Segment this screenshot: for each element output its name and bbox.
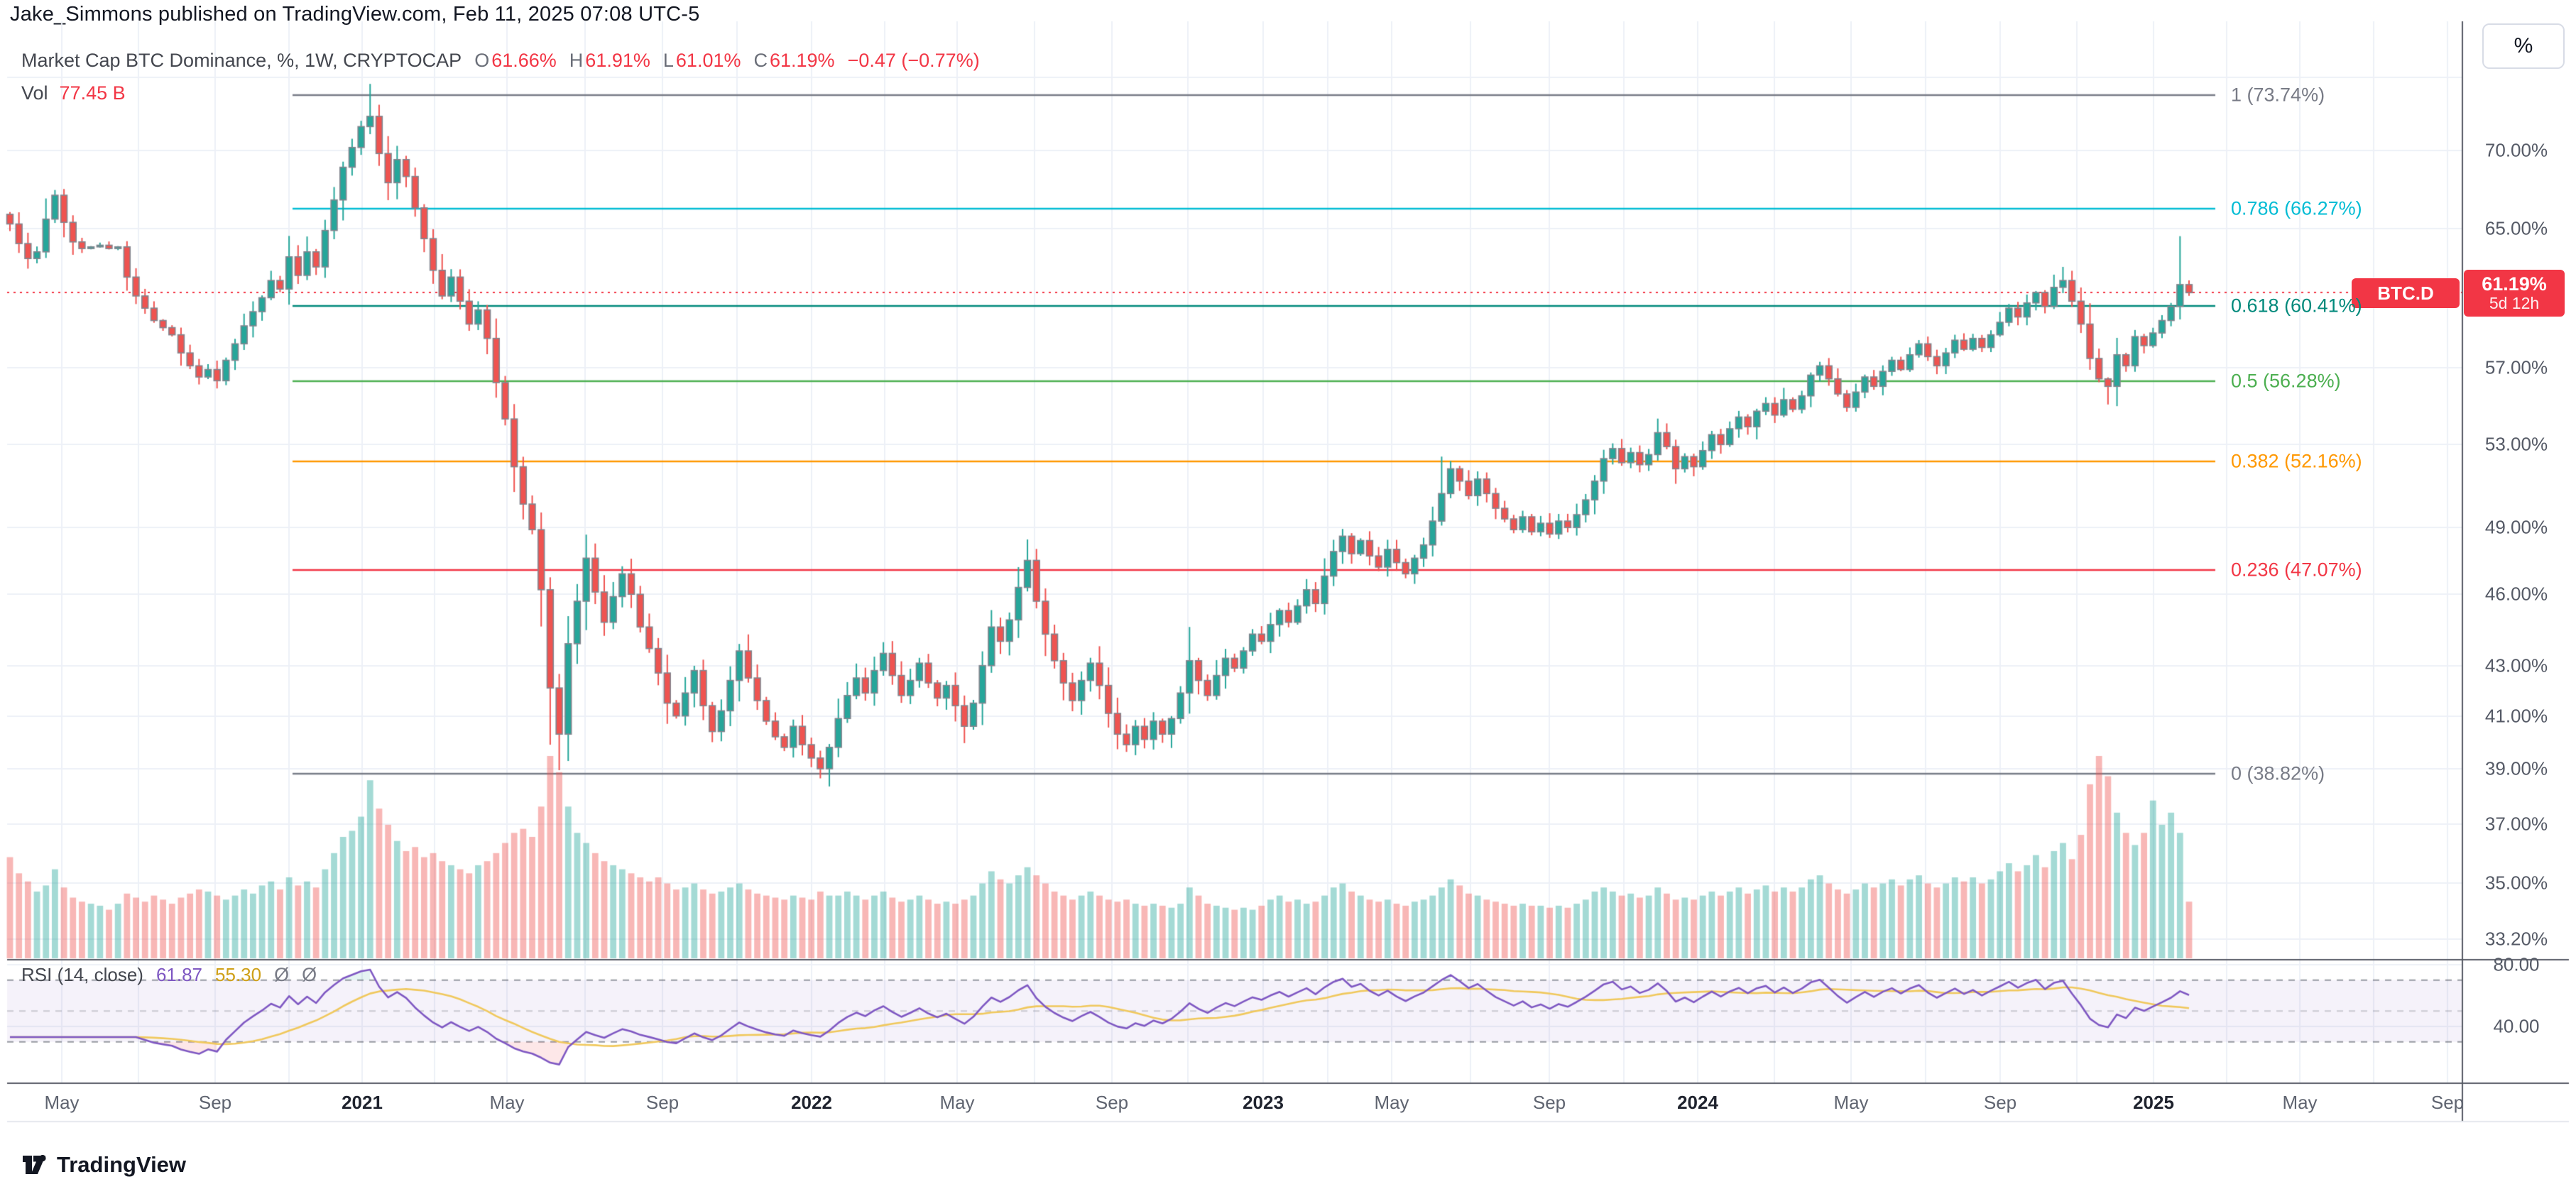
- price-tick-label: 49.00%: [2484, 516, 2548, 538]
- rsi-ma-value: 55.30: [215, 964, 262, 985]
- time-tick-label: 2023: [1243, 1092, 1284, 1113]
- time-tick-label: Sep: [2430, 1092, 2465, 1113]
- rsi-tick-label: 80.00: [2493, 953, 2540, 975]
- ohlc-high: H 61.91%: [569, 50, 650, 71]
- time-tick-label: May: [2282, 1092, 2318, 1113]
- bar-countdown: 5d 12h: [2489, 294, 2540, 313]
- time-tick-label: 2025: [2133, 1092, 2174, 1113]
- time-tick-label: May: [489, 1092, 525, 1113]
- time-tick-label: Sep: [1532, 1092, 1566, 1113]
- tradingview-logo[interactable]: TradingView: [21, 1151, 186, 1178]
- hidden-value-icon[interactable]: Ø: [274, 964, 290, 985]
- fib-level-label: 1 (73.74%): [2231, 84, 2325, 106]
- volume-legend: Vol 77.45 B: [21, 82, 126, 104]
- ohlc-low: L 61.01%: [662, 50, 741, 71]
- price-tick-label: 43.00%: [2484, 654, 2548, 676]
- fib-level-label: 0 (38.82%): [2231, 762, 2325, 784]
- price-line-symbol-flag: BTC.D: [2352, 278, 2460, 308]
- tradingview-logo-icon: [23, 1154, 46, 1174]
- time-tick-label: 2022: [791, 1092, 832, 1113]
- price-tick-label: 39.00%: [2484, 757, 2548, 779]
- price-tick-label: 35.00%: [2484, 872, 2548, 894]
- price-tick-label: 37.00%: [2484, 813, 2548, 835]
- hidden-value-icon[interactable]: Ø: [302, 964, 317, 985]
- volume-value: 77.45 B: [59, 82, 126, 104]
- series-legend: Market Cap BTC Dominance, %, 1W, CRYPTOC…: [21, 50, 980, 72]
- rsi-value: 61.87: [155, 964, 203, 985]
- rsi-legend: RSI (14, close) 61.87 55.30 Ø Ø: [21, 964, 317, 986]
- time-tick-label: May: [1833, 1092, 1869, 1113]
- rsi-tick-label: 40.00: [2493, 1015, 2540, 1037]
- time-tick-label: Sep: [198, 1092, 232, 1113]
- time-tick-label: May: [44, 1092, 80, 1113]
- fib-level-label: 0.786 (66.27%): [2231, 197, 2362, 219]
- time-tick-label: 2024: [1677, 1092, 1718, 1113]
- tradingview-logo-text: TradingView: [57, 1152, 187, 1177]
- fib-level-label: 0.382 (52.16%): [2231, 450, 2362, 472]
- price-tick-label: 33.20%: [2484, 928, 2548, 950]
- price-tick-label: 70.00%: [2484, 139, 2548, 161]
- price-tick-label: 53.00%: [2484, 433, 2548, 455]
- time-tick-label: Sep: [1983, 1092, 2017, 1113]
- ohlc-open: O 61.66%: [474, 50, 557, 71]
- rsi-title: RSI (14, close): [21, 964, 143, 985]
- price-tick-label: 65.00%: [2484, 217, 2548, 239]
- time-tick-label: May: [1374, 1092, 1409, 1113]
- time-tick-label: Sep: [645, 1092, 680, 1113]
- fib-level-label: 0.236 (47.07%): [2231, 559, 2362, 581]
- percent-scale-button[interactable]: %: [2482, 23, 2565, 69]
- price-tick-label: 41.00%: [2484, 705, 2548, 727]
- current-price-value: 61.19%: [2482, 273, 2547, 295]
- current-price-axis-label: 61.19% 5d 12h: [2464, 270, 2565, 317]
- price-tick-label: 46.00%: [2484, 583, 2548, 605]
- fib-level-label: 0.5 (56.28%): [2231, 370, 2341, 392]
- volume-label: Vol: [21, 82, 48, 104]
- time-tick-label: 2021: [342, 1092, 383, 1113]
- change-value: −0.47 (−0.77%): [847, 50, 980, 71]
- price-tick-label: 57.00%: [2484, 356, 2548, 378]
- time-tick-label: May: [939, 1092, 975, 1113]
- time-tick-label: Sep: [1095, 1092, 1129, 1113]
- fib-level-label: 0.618 (60.41%): [2231, 295, 2362, 317]
- series-title: Market Cap BTC Dominance, %, 1W, CRYPTOC…: [21, 50, 462, 71]
- ohlc-close: C 61.19%: [753, 50, 835, 71]
- price-axis[interactable]: [2462, 21, 2576, 1083]
